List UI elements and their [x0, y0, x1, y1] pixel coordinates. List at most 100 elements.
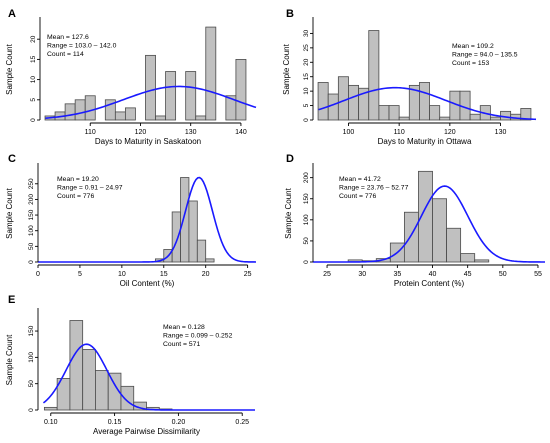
- histogram-bar: [171, 211, 181, 263]
- histogram-bar: [368, 30, 380, 121]
- normal-curve: [313, 185, 545, 263]
- stats-line: Count = 114: [47, 51, 84, 58]
- normal-curve: [38, 176, 257, 263]
- y-tick-label: 200: [28, 194, 35, 205]
- x-tick-label: 30: [358, 271, 366, 278]
- histogram-bar: [104, 99, 116, 121]
- x-tick-label: 120: [135, 129, 147, 136]
- histogram-bar: [43, 406, 58, 411]
- x-tick-label: 0.10: [44, 419, 58, 426]
- stats-line: Count = 571: [163, 341, 200, 348]
- histogram-bar: [500, 110, 512, 121]
- panel-e: 0.10 0.15 0.20 0.25 0 50 100 150 Average Pairwis…: [5, 294, 255, 436]
- y-tick-label: 10: [303, 87, 310, 95]
- panel-letter: A: [8, 8, 16, 20]
- panel-d: 25 30 35 40 45 50 55 0 50 100 150 200 Protein Conten…: [284, 153, 545, 288]
- x-tick-label: 15: [160, 271, 168, 278]
- histogram-bar: [337, 76, 349, 121]
- y-tick-label: 50: [28, 380, 35, 388]
- stats-line: Count = 153: [452, 60, 489, 67]
- y-tick-label: 150: [28, 325, 35, 336]
- histogram-bar: [165, 71, 177, 121]
- panel-letter: D: [286, 153, 294, 165]
- histogram-bar: [489, 116, 501, 121]
- histogram-bar: [74, 99, 86, 121]
- histogram-bar: [84, 95, 96, 121]
- histogram-bar: [398, 116, 410, 121]
- y-tick-label: 150: [303, 193, 310, 204]
- x-axis-label: Days to Maturity in Ottawa: [378, 137, 472, 146]
- y-tick-label: 30: [303, 29, 310, 37]
- x-axis-label: Average Pairwise Dissimilarity: [93, 427, 200, 436]
- x-tick-label: 20: [202, 271, 210, 278]
- y-axis-label: Sample Count: [282, 43, 291, 94]
- x-tick-label: 45: [464, 271, 472, 278]
- x-tick-label: 140: [235, 129, 247, 136]
- x-axis-label: Protein Content (%): [394, 279, 465, 288]
- y-axis-label: Sample Count: [5, 334, 14, 385]
- y-axis-label: Sample Count: [284, 187, 293, 238]
- x-tick-label: 120: [444, 129, 456, 136]
- histogram-bar: [124, 107, 136, 121]
- x-tick-label: 0.25: [235, 419, 249, 426]
- y-tick-label: 100: [303, 214, 310, 225]
- histogram-bar: [432, 198, 447, 263]
- x-tick-label: 0: [36, 271, 40, 278]
- y-tick-label: 15: [30, 55, 37, 63]
- histogram-bar: [185, 71, 197, 121]
- histogram-bar: [145, 54, 156, 121]
- stats-line: Count = 776: [339, 193, 376, 200]
- x-tick-label: 25: [323, 271, 331, 278]
- y-tick-label: 50: [28, 242, 35, 250]
- stats-line: Mean = 127.6: [47, 34, 89, 41]
- x-tick-label: 110: [394, 129, 405, 136]
- y-tick-label: 200: [303, 172, 310, 183]
- histogram-bar: [419, 82, 430, 121]
- y-axis-label: Sample Count: [5, 187, 14, 238]
- stats-line: Range = 0.099 – 0.252: [163, 333, 233, 340]
- panel-a: 110 120 130 140 0 5 10 15 20 Days to Maturity in …: [5, 8, 257, 146]
- histogram-bar: [378, 105, 390, 121]
- y-tick-label: 0: [28, 260, 35, 264]
- histogram-bar: [69, 320, 84, 411]
- stats-line: Mean = 109.2: [452, 43, 494, 50]
- stats-line: Mean = 19.20: [57, 176, 99, 183]
- x-axis-label: Oil Content (%): [120, 279, 175, 288]
- stats-line: Range = 103.0 – 142.0: [47, 43, 117, 50]
- panel-letter: E: [8, 294, 15, 306]
- histogram-bar: [388, 105, 400, 121]
- histogram-bar: [64, 103, 76, 121]
- y-tick-label: 20: [303, 58, 310, 66]
- x-tick-label: 110: [85, 129, 96, 136]
- y-tick-label: 100: [28, 352, 35, 363]
- y-tick-label: 250: [28, 178, 35, 189]
- histogram-bar: [317, 82, 329, 121]
- histogram-bar: [195, 115, 207, 121]
- y-tick-label: 0: [303, 118, 310, 122]
- panel-letter: C: [8, 153, 16, 165]
- histogram-bar: [446, 227, 462, 263]
- stats-line: Count = 776: [57, 193, 94, 200]
- normal-curve: [318, 86, 537, 121]
- y-tick-label: 100: [28, 225, 35, 236]
- stats-line: Mean = 41.72: [339, 176, 381, 183]
- histogram-bar: [82, 349, 96, 411]
- y-tick-label: 25: [303, 44, 310, 52]
- x-tick-label: 5: [78, 271, 82, 278]
- y-tick-label: 50: [303, 237, 310, 245]
- x-tick-label: 50: [499, 271, 507, 278]
- y-tick-label: 0: [28, 408, 35, 412]
- histogram-bar: [520, 108, 532, 121]
- normal-curve: [45, 85, 257, 119]
- histogram-bar: [327, 93, 339, 121]
- histogram-bar: [429, 105, 441, 121]
- histogram-bar: [95, 370, 109, 411]
- x-tick-label: 25: [244, 271, 252, 278]
- stats-line: Range = 94.0 – 135.5: [452, 52, 518, 59]
- histogram-bar: [180, 177, 190, 263]
- histogram-bar: [235, 59, 247, 121]
- x-tick-label: 0.20: [172, 419, 186, 426]
- y-tick-label: 0: [303, 260, 310, 264]
- histogram-bar: [114, 111, 126, 121]
